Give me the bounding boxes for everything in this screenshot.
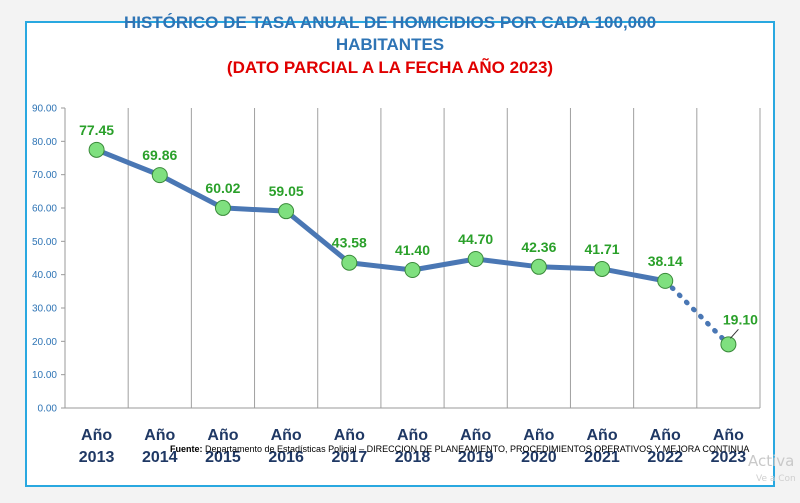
x-category-label: Año: [713, 427, 744, 444]
chart-grid: [64, 108, 761, 409]
x-category-label: 2023: [711, 449, 747, 466]
chart-title: HISTÓRICO DE TASA ANUAL DE HOMICIDIOS PO…: [123, 13, 657, 54]
y-axis-ticks: 0.00 10.00 20.00 30.00 40.00 50.00 60.00 70.00 8…: [32, 104, 65, 415]
y-tick-label: 60.00: [32, 204, 57, 215]
footer-text: Departamento de Estadísticas Policial – …: [202, 444, 750, 454]
chart-frame: [25, 21, 775, 487]
x-category-label: 2015: [205, 449, 241, 466]
y-tick-label: 10.00: [32, 370, 57, 381]
data-label: 38.14: [648, 253, 683, 269]
data-point: [214, 199, 231, 216]
x-category-label: 2020: [521, 449, 557, 466]
activation-watermark-sub: Ve a Con: [756, 474, 796, 484]
x-category-label: Año: [207, 427, 238, 444]
data-label: 42.36: [521, 239, 556, 255]
y-tick-label: 30.00: [32, 304, 57, 315]
y-tick-label: 90.00: [32, 104, 57, 115]
y-tick-label: 20.00: [32, 337, 57, 348]
data-point: [341, 254, 358, 271]
activation-watermark: Activa: [748, 452, 795, 470]
data-labels: 77.45 69.86 60.02 59.05 43.58 41.40 44.70 42.36…: [79, 122, 758, 339]
footer-label: Fuente:: [170, 444, 203, 454]
data-label: 41.40: [395, 242, 430, 258]
y-tick-label: 70.00: [32, 170, 57, 181]
data-point: [530, 258, 547, 275]
data-point: [151, 167, 168, 184]
data-label: 41.71: [585, 241, 620, 257]
source-footer: Fuente: Departamento de Estadísticas Pol…: [170, 444, 749, 454]
data-point: [720, 336, 737, 353]
data-point: [594, 260, 611, 277]
x-category-label: Año: [650, 427, 681, 444]
x-category-label: 2016: [268, 449, 304, 466]
x-axis-categories: Año 2013 Año 2014 Año 2015 Año 2016 Año 2017 Año 20…: [79, 427, 747, 466]
y-tick-label: 0.00: [38, 404, 58, 415]
y-tick-label: 40.00: [32, 270, 57, 281]
y-tick-label: 80.00: [32, 137, 57, 148]
x-category-label: 2017: [332, 449, 368, 466]
x-category-label: Año: [523, 427, 554, 444]
series-points: [88, 141, 737, 353]
data-point: [278, 203, 295, 220]
x-category-label: 2018: [395, 449, 431, 466]
series-line: [94, 147, 731, 347]
x-category-label: Año: [460, 427, 491, 444]
data-label: 60.02: [205, 180, 240, 196]
data-label: 59.05: [269, 183, 304, 199]
data-point: [467, 251, 484, 267]
x-category-label: 2019: [458, 449, 494, 466]
x-category-label: Año: [397, 427, 428, 444]
x-category-label: Año: [586, 427, 617, 444]
x-category-label: 2014: [142, 449, 178, 466]
x-category-label: Año: [81, 427, 112, 444]
x-category-label: Año: [144, 427, 175, 444]
series-line-solid: [94, 147, 668, 284]
data-label: 44.70: [458, 231, 493, 247]
x-category-label: 2013: [79, 449, 115, 466]
data-point: [657, 272, 674, 289]
data-label: 19.10: [723, 311, 758, 327]
chart-subtitle: (DATO PARCIAL A LA FECHA AÑO 2023): [226, 58, 554, 77]
x-category-label: Año: [271, 427, 302, 444]
data-label: 43.58: [332, 235, 367, 251]
x-category-label: 2021: [584, 449, 620, 466]
x-category-label: Año: [334, 427, 365, 444]
data-label-leader: [730, 329, 739, 339]
data-point: [88, 141, 105, 158]
data-label: 69.86: [142, 147, 177, 163]
y-tick-label: 50.00: [32, 237, 57, 248]
data-label: 77.45: [79, 122, 114, 138]
data-point: [404, 262, 421, 278]
x-category-label: 2022: [647, 449, 683, 466]
